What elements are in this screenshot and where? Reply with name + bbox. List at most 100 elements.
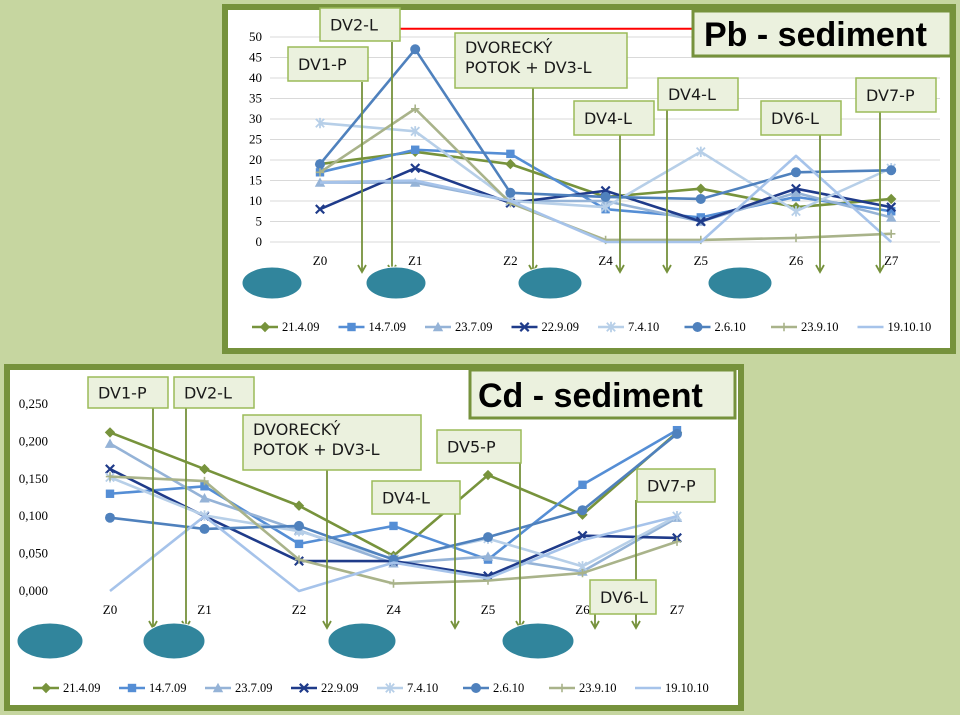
pb-oval-2 [365, 266, 427, 300]
pb-callout-dv2-l-label: DV2-L [330, 16, 378, 35]
legend-marker [557, 683, 567, 693]
pb-title: Pb - sediment [691, 9, 953, 58]
data-point [886, 165, 897, 176]
pb-callout-dv7-p-label: DV7-P [866, 86, 915, 105]
x-tick-label: Z4 [598, 253, 613, 268]
legend-label: 23.9.10 [801, 320, 839, 334]
series-line [319, 154, 893, 244]
y-tick-label: 5 [256, 214, 263, 229]
x-tick-label: Z5 [481, 602, 495, 617]
pb-callout-dvorecky-potok-box [454, 32, 628, 89]
y-tick-label: 25 [249, 132, 262, 147]
data-point [105, 472, 115, 481]
x-tick-label: Z2 [503, 253, 517, 268]
data-point [886, 212, 897, 222]
data-point [410, 177, 421, 187]
data-point [887, 229, 896, 238]
cd-pointer-dv7-head [631, 620, 641, 630]
cd-callout-dv5-p-label: DV5-P [447, 438, 496, 457]
data-point [887, 207, 896, 216]
data-point [791, 206, 801, 217]
series-2.6.10 [105, 428, 682, 565]
y-tick-label: 30 [249, 111, 262, 126]
cd-callout-dv4-l-box [371, 480, 461, 515]
y-tick-label: 0,250 [19, 396, 48, 411]
x-tick-label: Z1 [408, 253, 422, 268]
legend-marker [385, 682, 395, 694]
data-point [791, 233, 801, 243]
cd-callout-dv5-p: DV5-P [436, 429, 522, 464]
data-point [104, 438, 116, 448]
cd-callout-dv4-l: DV4-L [371, 480, 461, 515]
legend-label: 23.7.09 [455, 320, 493, 334]
cd-oval-2 [142, 622, 206, 660]
y-tick-label: 35 [249, 91, 262, 106]
cd-pointer-dvorecky-head [322, 620, 332, 630]
pb-oval-3 [517, 266, 583, 300]
data-point [315, 159, 325, 170]
legend-label: 14.7.09 [149, 681, 187, 695]
legend-label: 7.4.10 [407, 681, 438, 695]
legend-label: 2.6.10 [715, 320, 746, 334]
data-point [695, 183, 706, 194]
legend-marker [40, 682, 52, 694]
data-point [411, 145, 420, 154]
pb-callout-dv7-p-box [855, 77, 937, 113]
pb-callout-dv4-l-a-label: DV4-L [584, 109, 632, 128]
data-point [695, 216, 706, 227]
data-point [294, 555, 304, 564]
cd-callout-dv6-l: DV6-L [589, 579, 657, 615]
data-point [790, 187, 802, 197]
pb-callout-dv2-l: DV2-L [319, 7, 401, 42]
y-tick-label: 20 [249, 152, 262, 167]
cd-callout-dv4-l-label: DV4-L [382, 489, 430, 508]
legend-label: 22.9.09 [321, 681, 359, 695]
data-point [315, 117, 325, 129]
cd-callout-dv2-l-label: DV2-L [184, 384, 232, 403]
pb-callout-dv4-l-b-label: DV4-L [668, 85, 716, 104]
cd-title: Cd - sediment [468, 368, 737, 420]
legend-label: 23.9.10 [579, 681, 617, 695]
data-point [104, 427, 116, 438]
data-point [410, 126, 421, 137]
legend-label: 2.6.10 [493, 681, 524, 695]
pb-callout-dv1-p-box [287, 46, 369, 82]
pb-callout-dv4-l-a-box [573, 100, 655, 136]
data-point [600, 201, 611, 213]
pb-callout-dvorecky-potok-label: DVORECKÝ [465, 38, 553, 57]
legend-marker [471, 683, 481, 693]
y-tick-label: 0,150 [19, 471, 48, 486]
pb-pointer-dv4a-head [615, 264, 625, 274]
cd-title-text: Cd - sediment [478, 377, 703, 415]
cd-callout-dv2-l: DV2-L [173, 376, 255, 409]
data-point [672, 428, 682, 439]
legend-marker [692, 322, 703, 332]
pb-pointer-dv4b-head [662, 264, 672, 274]
legend-marker [779, 322, 789, 332]
cd-callout-dvorecky-potok-box [242, 414, 422, 471]
data-point [315, 168, 325, 177]
x-tick-label: Z0 [313, 253, 327, 268]
data-point [578, 568, 587, 578]
legend-marker [519, 322, 530, 332]
y-tick-label: 10 [249, 193, 262, 208]
data-point [200, 482, 209, 491]
data-point [505, 187, 516, 198]
legend-marker [347, 322, 356, 332]
data-point [199, 463, 210, 475]
cd-callout-dv7-p: DV7-P [636, 468, 716, 503]
data-point [294, 520, 304, 531]
pb-title-text: Pb - sediment [704, 16, 927, 54]
legend-marker [606, 321, 616, 333]
cd-title-box [468, 368, 737, 420]
cd-callout-dv1-p-label: DV1-P [98, 384, 147, 403]
cd-pointer-dv6-head [590, 620, 600, 630]
data-point [482, 551, 494, 561]
pb-callout-dv6-l-label: DV6-L [771, 109, 819, 128]
cd-callout-dv1-p: DV1-P [87, 376, 169, 409]
cd-callout-dvorecky-potok-label: POTOK + DV3-L [253, 440, 380, 459]
x-tick-label: Z4 [386, 602, 401, 617]
legend-label: 22.9.09 [542, 320, 580, 334]
